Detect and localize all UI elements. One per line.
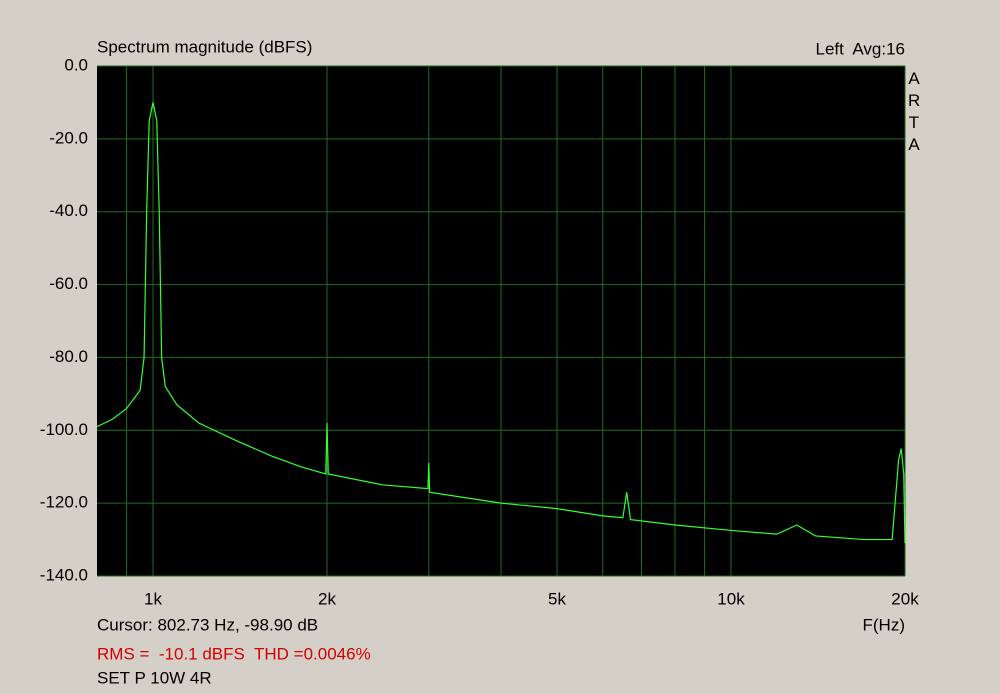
x-tick-label: 5k — [548, 589, 566, 608]
cursor-readout: Cursor: 802.73 Hz, -98.90 dB — [97, 615, 318, 634]
y-tick-label: -140.0 — [40, 565, 88, 584]
y-tick-label: -40.0 — [49, 201, 88, 220]
x-tick-label: 1k — [144, 589, 162, 608]
brand: ARTA — [908, 69, 921, 154]
chart-title: Spectrum magnitude (dBFS) — [97, 37, 312, 56]
y-tick-label: -60.0 — [49, 274, 88, 293]
spectrum-line — [96, 102, 906, 544]
x-axis-label: F(Hz) — [863, 615, 905, 634]
x-tick-label: 2k — [318, 589, 336, 608]
channel-info: Left Avg:16 — [816, 39, 905, 58]
note: SET P 10W 4R — [97, 668, 212, 687]
y-tick-label: -20.0 — [49, 128, 88, 147]
measurement: RMS = -10.1 dBFS THD =0.0046% — [97, 644, 371, 663]
x-tick-label: 20k — [891, 589, 919, 608]
y-tick-label: 0.0 — [64, 55, 88, 74]
x-tick-label: 10k — [717, 589, 745, 608]
y-tick-label: -80.0 — [49, 347, 88, 366]
y-tick-label: -100.0 — [40, 420, 88, 439]
y-tick-label: -120.0 — [40, 493, 88, 512]
